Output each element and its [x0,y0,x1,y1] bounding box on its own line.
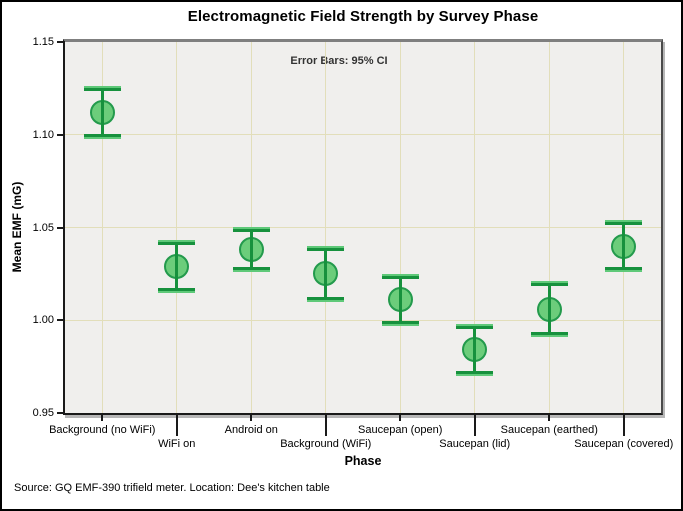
error-bar-cap-upper [381,273,419,279]
x-tick [250,415,253,421]
y-tick [57,226,65,229]
error-bar [398,275,402,324]
ci-annotation: Error Bars: 95% CI [290,55,388,67]
y-tick [57,133,65,136]
h-gridline [65,134,661,136]
error-bar-cap-lower [307,296,345,302]
h-gridline [65,319,661,321]
error-bar-cap-lower [158,287,196,293]
x-tick [175,415,178,436]
error-bar-cap-upper [605,219,643,225]
error-bar [324,247,328,300]
error-bar-cap-upper [232,227,270,233]
x-tick [622,415,625,436]
x-tick-label: WiFi on [158,438,196,450]
error-bar-cap-upper [530,281,568,287]
x-tick [399,415,402,421]
chart-title: Electromagnetic Field Strength by Survey… [187,8,539,25]
plot-area: Error Bars: 95% CI [63,39,663,415]
y-tick-label: 1.15 [32,36,54,48]
error-bar [175,242,179,291]
y-tick [57,412,65,414]
x-tick-label: Android on [224,424,278,436]
error-bar-cap-lower [381,320,419,326]
y-tick [57,41,65,43]
error-bar-cap-upper [158,240,196,246]
x-tick [324,415,327,436]
error-bar [622,221,626,271]
error-bar-cap-lower [456,371,494,377]
h-gridline [65,227,661,228]
x-axis-title: Phase [344,454,382,468]
y-tick-label: 1.05 [32,221,54,234]
error-bar-cap-lower [232,267,270,273]
x-tick [548,415,551,421]
error-bar-cap-lower [530,332,568,338]
y-tick-label: 0.95 [32,407,54,419]
x-tick-label: Background (WiFi) [280,438,372,450]
error-bar-cap-upper [307,245,345,251]
footnote: Source: GQ EMF-390 trifield meter. Locat… [14,482,330,494]
x-tick-label: Saucepan (open) [358,424,443,436]
error-bar [473,325,477,375]
x-tick-label: Saucepan (covered) [574,438,674,450]
error-bar [249,229,253,271]
error-bar-cap-upper [456,323,494,329]
x-tick-label: Background (no WiFi) [49,424,156,436]
y-tick-label: 1.00 [32,314,54,327]
y-tick-label: 1.10 [32,128,54,141]
error-bar-cap-lower [605,267,643,273]
x-tick-label: Saucepan (earthed) [500,424,598,436]
x-tick [473,415,476,436]
y-tick [57,319,65,322]
x-tick [101,415,104,421]
x-tick-label: Saucepan (lid) [439,438,511,450]
error-bar-cap-upper [83,86,121,92]
error-bar [547,283,551,336]
error-bar-cap-lower [83,133,121,139]
error-bar [100,88,104,137]
